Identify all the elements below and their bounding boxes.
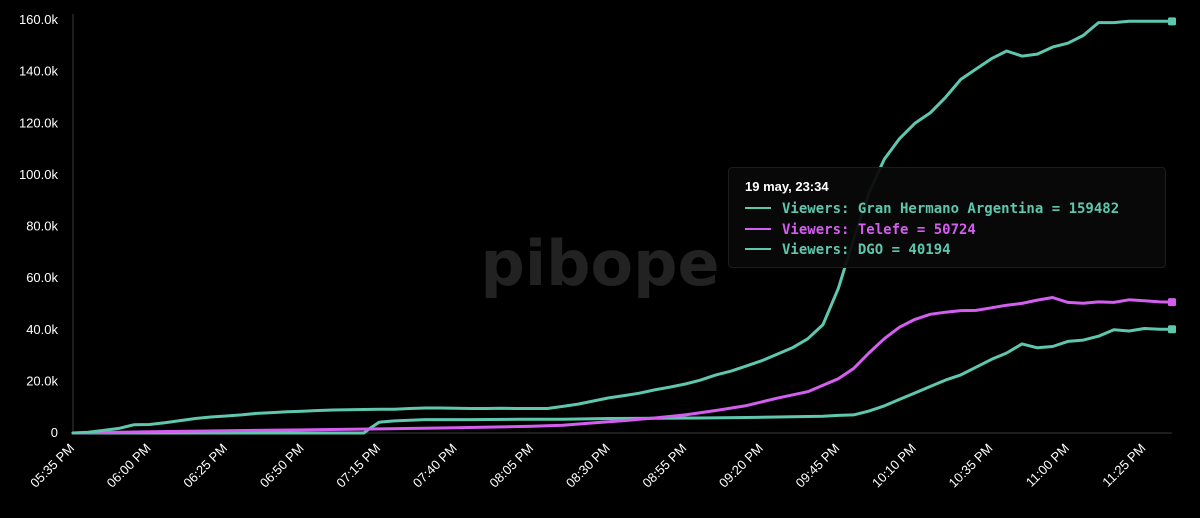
tooltip-title: 19 may, 23:34 <box>745 179 829 194</box>
y-tick-label: 100.0k <box>19 167 59 182</box>
x-tick-label: 09:45 PM <box>792 441 842 491</box>
series-end-marker <box>1168 17 1176 26</box>
y-tick-label: 120.0k <box>19 115 59 130</box>
tooltip-label: Viewers: Gran Hermano Argentina = 159482 <box>782 201 1120 217</box>
x-tick-label: 09:20 PM <box>716 441 766 491</box>
legend-line-icon <box>745 228 771 230</box>
x-tick-label: 10:35 PM <box>946 441 996 491</box>
x-tick-label: 08:55 PM <box>639 441 689 491</box>
y-tick-label: 60.0k <box>26 270 58 285</box>
legend-line-icon <box>745 207 771 209</box>
x-tick-label: 06:00 PM <box>104 441 154 491</box>
x-axis: 05:35 PM 06:00 PM 06:25 PM 06:50 PM 07:15 PM… <box>27 432 1172 491</box>
tooltip-label: Viewers: Telefe = 50724 <box>782 222 976 238</box>
y-tick-label: 20.0k <box>26 373 58 388</box>
y-tick-label: 140.0k <box>19 64 59 79</box>
hover-tooltip: 19 may, 23:34 Viewers: Gran Hermano Arge… <box>728 167 1166 268</box>
tooltip-row-gran-hermano: Viewers: Gran Hermano Argentina = 159482 <box>745 201 1119 217</box>
series-line-telefe <box>71 296 1174 435</box>
x-tick-label: 11:00 PM <box>1023 441 1072 490</box>
tooltip-row-telefe: Viewers: Telefe = 50724 <box>745 222 976 238</box>
x-tick-label: 10:10 PM <box>869 441 919 491</box>
series-line-gh <box>71 19 1174 435</box>
x-tick-label: 11:25 PM <box>1099 441 1148 490</box>
x-tick-label: 07:15 PM <box>333 441 383 491</box>
series-end-marker <box>1168 325 1176 334</box>
x-tick-label: 08:30 PM <box>563 441 613 491</box>
tooltip-label: Viewers: DGO = 40194 <box>782 242 951 258</box>
y-tick-label: 40.0k <box>26 322 58 337</box>
x-tick-label: 07:40 PM <box>410 441 460 491</box>
y-tick-label: 0 <box>51 425 58 440</box>
y-tick-label: 160.0k <box>19 12 59 27</box>
x-tick-label: 06:50 PM <box>257 441 307 491</box>
series-layer <box>71 19 1174 435</box>
x-tick-label: 08:05 PM <box>486 441 536 491</box>
x-tick-label: 05:35 PM <box>27 441 77 491</box>
marker-layer <box>1168 17 1176 334</box>
x-tick-label: 06:25 PM <box>180 441 230 491</box>
y-tick-label: 80.0k <box>26 219 58 234</box>
watermark-text: pibope <box>480 227 719 300</box>
tooltip-row-dgo: Viewers: DGO = 40194 <box>745 242 951 258</box>
series-end-marker <box>1168 298 1176 307</box>
legend-line-icon <box>745 248 771 250</box>
y-axis: 0 20.0k 40.0k 60.0k 80.0k 100.0k 120.0k 140.0k 1… <box>19 12 74 440</box>
series-line-dgo <box>71 327 1174 435</box>
